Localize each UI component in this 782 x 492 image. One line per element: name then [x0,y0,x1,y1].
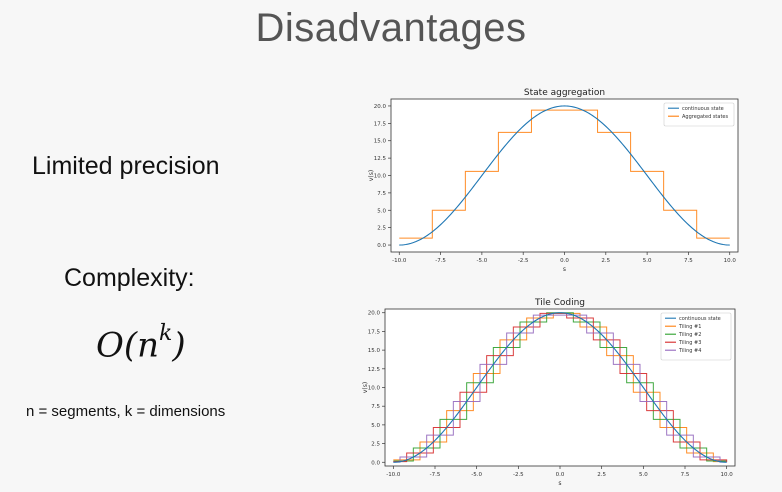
y-tick-label: 0.0 [371,460,380,466]
x-tick-label: 10.0 [724,258,737,264]
legend-label: Aggregated states [682,114,728,120]
x-axis-label: s [563,266,566,273]
x-axis-label: s [558,480,561,486]
y-tick-label: 2.5 [377,226,386,232]
y-tick-label: 5.0 [377,208,386,214]
tile-coding-chart: Tile Coding -10.0 -7.5 -5.0 -2.5 0.0 2.5 5.0 7.5… [358,294,753,486]
y-tick-label: 20.0 [368,311,381,317]
x-tick-label: -7.5 [430,472,441,478]
x-tick-label: -10.0 [392,258,407,264]
y-tick-label: 10.0 [368,386,381,392]
state-aggregation-chart: State aggregation -10.0 -7.5 -5.0 -2.5 0.0 2.5… [358,86,753,276]
x-tick-label: 5.0 [643,258,652,264]
series-line [393,312,727,463]
x-tick-label: -5.0 [477,258,488,264]
y-tick-label: 17.5 [374,121,387,127]
limited-precision-label: Limited precision [32,152,220,180]
x-tick-label: 2.5 [597,472,606,478]
y-tick-label: 0.0 [377,243,386,249]
series-line [399,109,730,239]
complexity-note: n = segments, k = dimensions [26,403,226,420]
y-axis-label: v(s) [368,170,375,181]
legend-label: Tiling #4 [678,348,701,354]
formula-close: ) [172,325,186,366]
x-tick-label: 10.0 [721,472,734,478]
y-tick-label: 7.5 [377,191,386,197]
x-tick-label: 2.5 [601,258,610,264]
x-tick-label: -10.0 [386,472,401,478]
x-tick-label: -2.5 [513,472,524,478]
y-tick-label: 2.5 [371,442,380,448]
legend-label: Tiling #3 [678,340,701,346]
complexity-formula: O(nk) [96,321,186,366]
y-tick-label: 10.0 [374,174,387,180]
x-tick-label: -5.0 [471,472,482,478]
y-tick-label: 17.5 [368,329,381,335]
x-tick-label: 5.0 [639,472,648,478]
legend-box [663,102,735,127]
x-tick-label: 7.5 [681,472,690,478]
y-tick-label: 7.5 [371,404,380,410]
y-axis-label: v(s) [362,382,369,393]
legend-label: Tiling #2 [678,332,701,338]
x-tick-label: -7.5 [435,258,446,264]
y-tick-label: 12.5 [368,367,381,373]
formula-exponent: k [159,321,173,346]
x-tick-label: 7.5 [684,258,693,264]
complexity-label: Complexity: [64,264,195,292]
formula-main: O(n [96,325,160,366]
slide-title: Disadvantages [255,6,527,50]
y-tick-label: 15.0 [374,139,387,145]
y-tick-label: 20.0 [374,104,387,110]
legend-label: continuous state [679,316,721,322]
chart-title: Tile Coding [534,298,585,308]
series-line [393,314,727,463]
chart-title: State aggregation [524,88,605,98]
y-tick-label: 5.0 [371,423,380,429]
y-tick-label: 15.0 [368,348,381,354]
legend-label: continuous state [682,106,724,112]
x-tick-label: 0.0 [556,472,565,478]
x-tick-label: -2.5 [518,258,529,264]
x-tick-label: 0.0 [560,258,569,264]
legend-box [660,312,732,361]
y-tick-label: 12.5 [374,156,387,162]
legend-label: Tiling #1 [678,324,701,330]
series-line [399,105,730,246]
